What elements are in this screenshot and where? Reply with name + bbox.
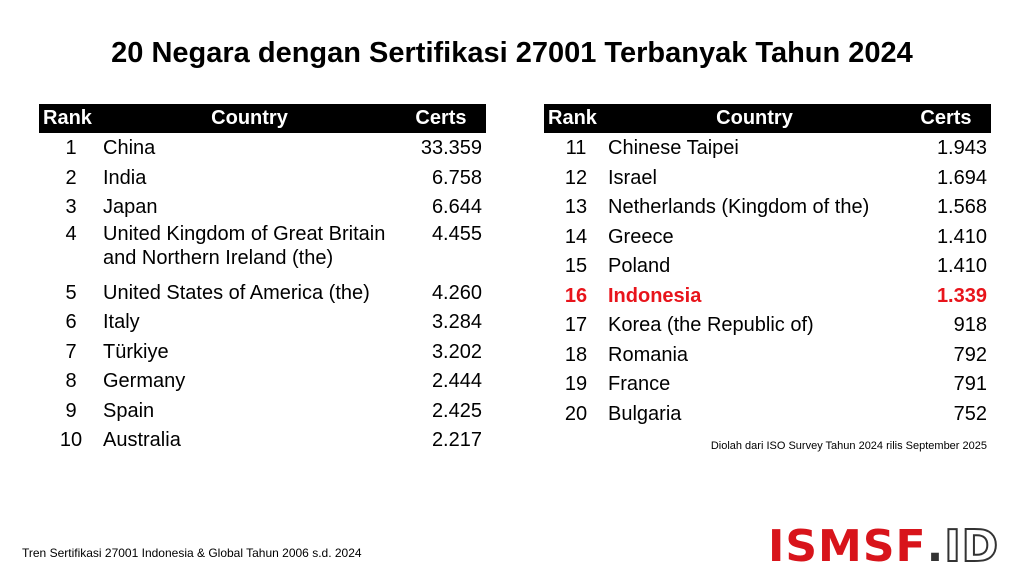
ismsf-logo: ISMSF. ID xyxy=(768,520,1000,573)
table-row: 19 France 791 xyxy=(544,369,991,399)
footer-caption: Tren Sertifikasi 27001 Indonesia & Globa… xyxy=(22,546,362,560)
country-cell: Korea (the Republic of) xyxy=(608,314,814,336)
country-cell: Netherlands (Kingdom of the) xyxy=(608,196,870,218)
table-row: 6 Italy 3.284 xyxy=(39,307,486,337)
country-cell: Poland xyxy=(608,255,671,277)
certs-cell: 1.410 xyxy=(936,255,987,277)
table-row: 4 United Kingdom of Great Britain and Nor… xyxy=(39,222,486,278)
rank-cell: 1 xyxy=(65,137,77,159)
table-row: 9 Spain 2.425 xyxy=(39,396,486,426)
table-row: 2 India 6.758 xyxy=(39,163,486,193)
certs-cell: 1.339 xyxy=(936,284,987,307)
ranking-table-right: Rank Country Certs 11 Chinese Taipei 1.943… xyxy=(544,104,991,428)
rank-cell: 14 xyxy=(564,225,588,248)
country-cell: Chinese Taipei xyxy=(608,137,739,159)
country-cell: Japan xyxy=(103,196,158,218)
page-title: 20 Negara dengan Sertifikasi 27001 Terba… xyxy=(111,37,913,69)
rank-cell: 19 xyxy=(564,373,588,395)
rank-cell: 17 xyxy=(564,314,588,336)
rank-cell: 6 xyxy=(65,311,77,333)
rank-cell: 8 xyxy=(65,370,77,392)
certs-cell: 792 xyxy=(953,343,987,366)
rank-cell: 12 xyxy=(564,166,588,189)
certs-cell: 2.425 xyxy=(431,399,482,422)
rank-cell: 13 xyxy=(564,196,588,218)
rank-cell: 18 xyxy=(564,343,588,366)
certs-cell: 4.260 xyxy=(431,281,482,304)
rank-cell: 15 xyxy=(564,255,588,277)
country-cell: United Kingdom of Great Britain and Nort… xyxy=(103,222,386,269)
certs-cell: 1.694 xyxy=(936,166,987,189)
certs-cell: 752 xyxy=(953,402,987,425)
country-cell: Germany xyxy=(103,370,186,392)
country-cell: United States of America (the) xyxy=(103,281,370,304)
country-cell: Bulgaria xyxy=(608,402,682,425)
logo-main-text: ISMSF xyxy=(768,520,927,572)
certs-cell: 33.359 xyxy=(420,137,482,159)
table-row: 5 United States of America (the) 4.260 xyxy=(39,278,486,308)
table-row: 20 Bulgaria 752 xyxy=(544,399,991,429)
table-header-row: Rank Country Certs xyxy=(39,104,486,133)
country-cell: Indonesia xyxy=(608,284,702,307)
table-row: 14 Greece 1.410 xyxy=(544,222,991,252)
rank-cell: 5 xyxy=(65,281,77,304)
rank-cell: 4 xyxy=(65,222,77,245)
certs-header: Certs xyxy=(396,104,486,133)
country-cell: Australia xyxy=(103,429,181,451)
table-row: 13 Netherlands (Kingdom of the) 1.568 xyxy=(544,192,991,222)
rank-cell: 7 xyxy=(65,340,77,363)
rank-cell: 10 xyxy=(59,429,83,451)
table-row: 3 Japan 6.644 xyxy=(39,192,486,222)
rank-header: Rank xyxy=(544,104,608,133)
certs-cell: 1.568 xyxy=(936,196,987,218)
rank-header: Rank xyxy=(39,104,103,133)
table-row: 1 China 33.359 xyxy=(39,133,486,163)
country-cell: China xyxy=(103,137,156,159)
certs-cell: 1.943 xyxy=(936,137,987,159)
certs-cell: 6.758 xyxy=(431,166,482,189)
certs-cell: 3.284 xyxy=(431,311,482,333)
table-row: 7 Türkiye 3.202 xyxy=(39,337,486,367)
certs-cell: 1.410 xyxy=(936,225,987,248)
ranking-table-left: Rank Country Certs 1 China 33.359 2 India 6.7… xyxy=(39,104,486,455)
table-row: 15 Poland 1.410 xyxy=(544,251,991,281)
rank-cell: 16 xyxy=(564,284,588,307)
table-row: 10 Australia 2.217 xyxy=(39,425,486,455)
rank-cell: 2 xyxy=(65,166,77,189)
table-row: 11 Chinese Taipei 1.943 xyxy=(544,133,991,163)
certs-cell: 3.202 xyxy=(431,340,482,363)
country-header: Country xyxy=(103,104,396,133)
certs-cell: 4.455 xyxy=(431,222,482,245)
rank-cell: 9 xyxy=(65,399,77,422)
country-cell: India xyxy=(103,166,147,189)
table-row: 12 Israel 1.694 xyxy=(544,163,991,193)
certs-cell: 2.444 xyxy=(431,370,482,392)
country-cell: Israel xyxy=(608,166,657,189)
certs-cell: 791 xyxy=(953,373,987,395)
certs-cell: 918 xyxy=(953,314,987,336)
table-header-row: Rank Country Certs xyxy=(544,104,991,133)
table-row: 8 Germany 2.444 xyxy=(39,366,486,396)
source-note: Diolah dari ISO Survey Tahun 2024 rilis … xyxy=(710,440,987,452)
country-cell: Spain xyxy=(103,399,155,422)
country-cell: Türkiye xyxy=(103,340,169,363)
table-row: 17 Korea (the Republic of) 918 xyxy=(544,310,991,340)
certs-cell: 2.217 xyxy=(431,429,482,451)
country-cell: Italy xyxy=(103,311,140,333)
country-header: Country xyxy=(608,104,901,133)
country-cell: Romania xyxy=(608,343,689,366)
country-cell: Greece xyxy=(608,225,674,248)
rank-cell: 11 xyxy=(565,137,587,159)
logo-suffix-text: ID xyxy=(943,520,1000,573)
table-row: 16 Indonesia 1.339 xyxy=(544,281,991,311)
table-row: 18 Romania 792 xyxy=(544,340,991,370)
certs-cell: 6.644 xyxy=(431,196,482,218)
certs-header: Certs xyxy=(901,104,991,133)
rank-cell: 20 xyxy=(564,402,588,425)
country-cell: France xyxy=(608,373,671,395)
rank-cell: 3 xyxy=(65,196,77,218)
logo-dot: . xyxy=(926,520,945,572)
